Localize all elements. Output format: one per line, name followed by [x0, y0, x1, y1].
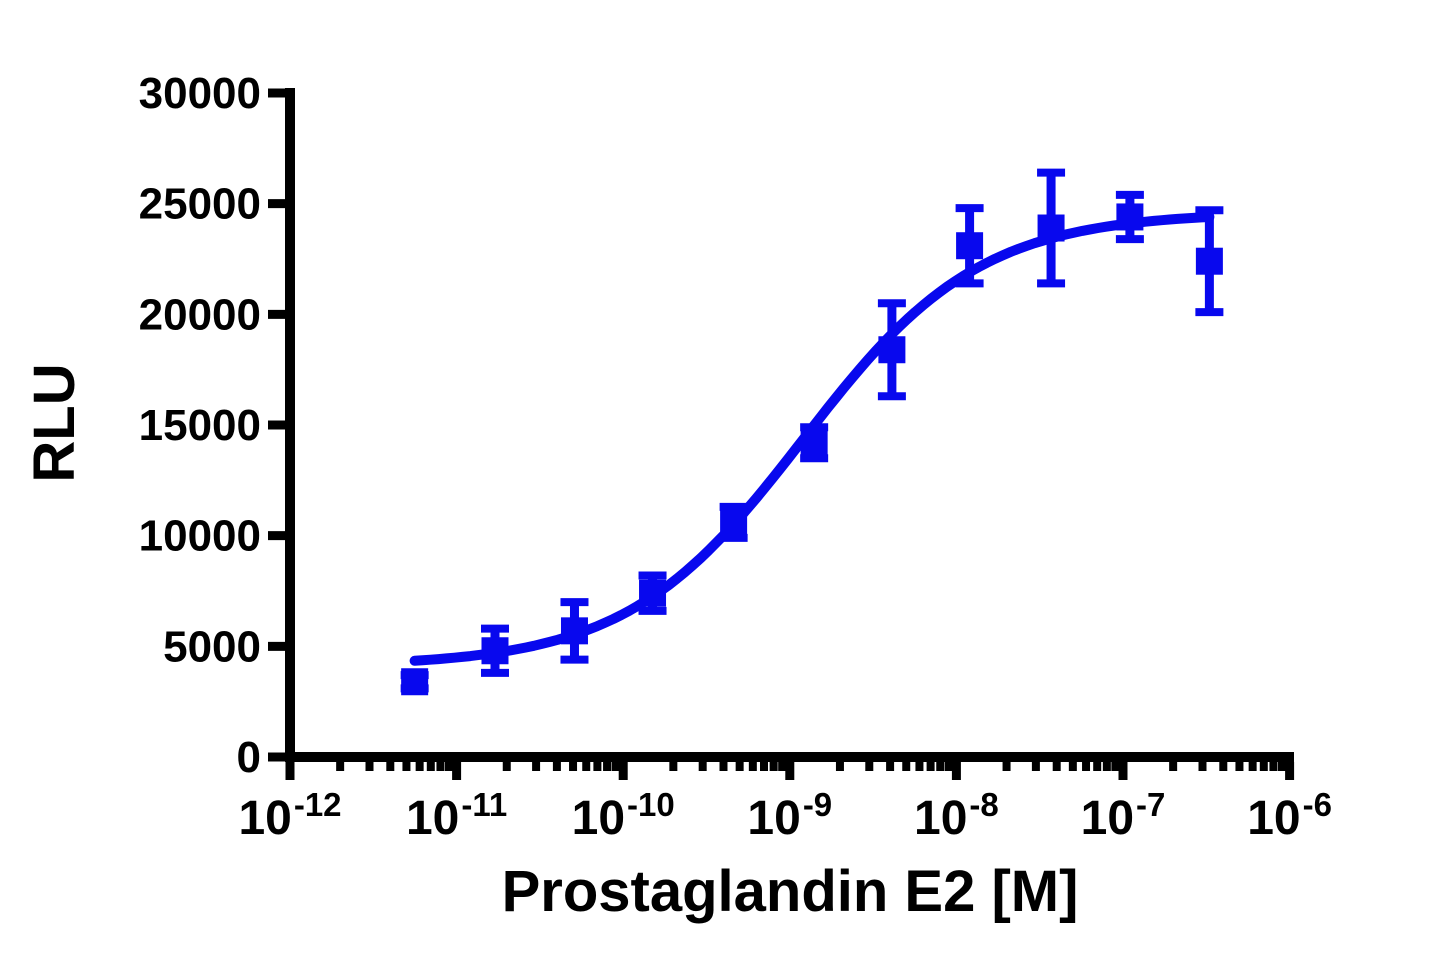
data-point: [1115, 190, 1144, 244]
data-point: [877, 299, 906, 401]
data-point: [719, 502, 748, 542]
x-tick-label: 10-12: [238, 786, 341, 845]
x-tick-label: 10-10: [572, 786, 675, 845]
marker-square: [481, 637, 509, 665]
marker-square: [1037, 214, 1065, 242]
marker-square: [800, 429, 828, 457]
data-point: [638, 571, 667, 615]
marker-square: [1195, 247, 1223, 275]
y-tick-label: 30000: [139, 69, 261, 118]
data-point: [400, 668, 429, 696]
marker-square: [1116, 203, 1144, 231]
data-point: [1195, 206, 1224, 317]
x-tick-label: 10-9: [747, 786, 832, 845]
marker-square: [560, 617, 588, 645]
y-tick-label: 15000: [139, 401, 261, 450]
marker-square: [639, 579, 667, 607]
y-tick-label: 10000: [139, 512, 261, 561]
x-axis-title: Prostaglandin E2 [M]: [502, 859, 1079, 924]
marker-square: [956, 232, 984, 260]
y-tick-label: 20000: [139, 290, 261, 339]
x-tick-label: 10-7: [1081, 786, 1166, 845]
x-tick-label: 10-11: [406, 786, 507, 845]
y-tick-label: 25000: [139, 180, 261, 229]
marker-square: [720, 508, 748, 536]
marker-square: [401, 668, 429, 696]
x-tick-label: 10-8: [914, 786, 999, 845]
y-axis-title: RLU: [22, 363, 87, 482]
y-tick-label: 5000: [163, 622, 261, 671]
data-point: [480, 624, 509, 677]
data-point: [955, 204, 984, 288]
data-point: [560, 598, 589, 664]
series-pge2: [400, 168, 1224, 696]
marker-square: [878, 336, 906, 364]
x-tick-label: 10-6: [1247, 786, 1332, 845]
y-tick-label: 0: [237, 733, 261, 782]
axes: 0 5000 10000 15000 20000 25000 30000 10-12 10-11…: [139, 69, 1332, 845]
data-point: [800, 423, 829, 463]
data-point: [1037, 168, 1066, 288]
